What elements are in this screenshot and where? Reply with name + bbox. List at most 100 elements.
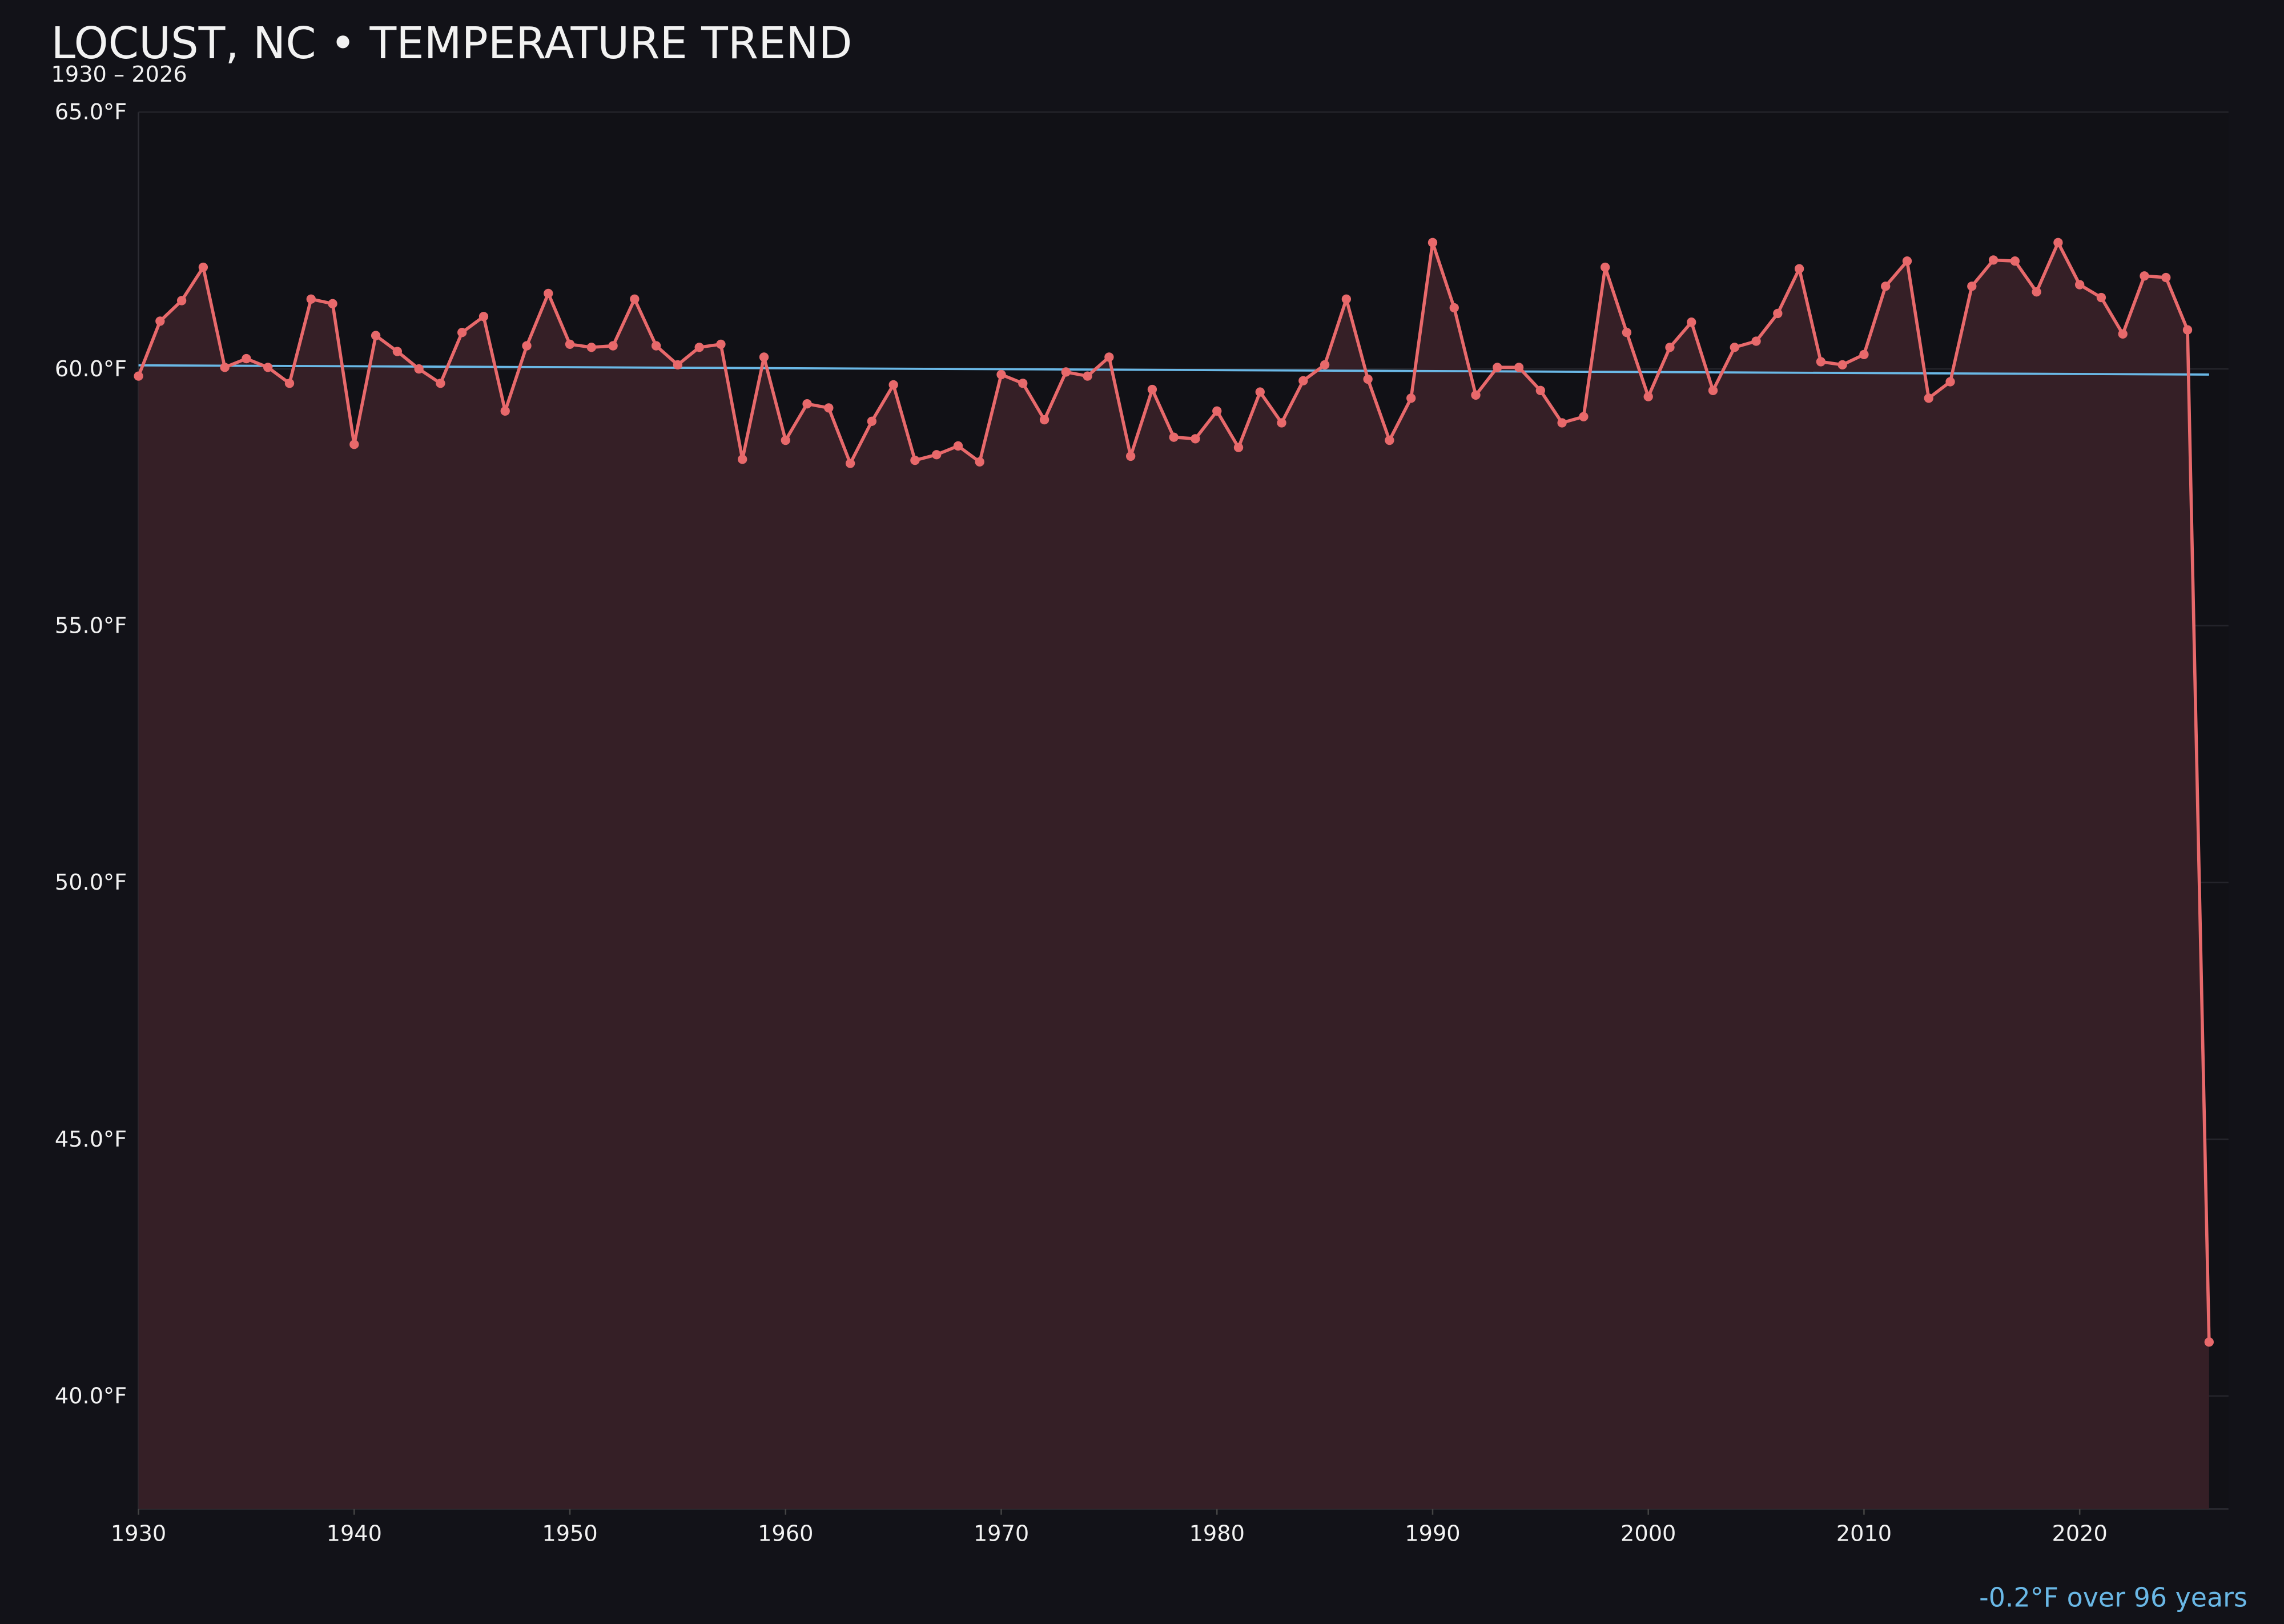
y-tick-label: 65.0°F [55, 99, 127, 125]
point [1363, 374, 1373, 384]
point [1687, 317, 1696, 327]
point [1406, 393, 1416, 403]
point [284, 379, 295, 388]
point [328, 299, 337, 309]
point [1125, 451, 1136, 461]
point [1385, 435, 1394, 445]
x-tick-label: 2010 [1836, 1521, 1892, 1547]
point [1557, 418, 1567, 428]
point [1837, 360, 1847, 370]
x-tick-label: 1980 [1189, 1521, 1245, 1547]
point [176, 296, 187, 305]
point [1600, 262, 1610, 272]
point [1708, 385, 1718, 395]
point [996, 369, 1006, 380]
y-tick-label: 50.0°F [55, 870, 127, 895]
point [2075, 280, 2085, 290]
point [953, 441, 963, 451]
point [1881, 282, 1891, 291]
y-tick-label: 55.0°F [55, 613, 127, 638]
point [1255, 387, 1265, 397]
point [478, 312, 489, 321]
point [1341, 294, 1352, 304]
point [220, 363, 230, 372]
point [2161, 272, 2171, 283]
point [910, 455, 920, 465]
x-tick-label: 2000 [1620, 1521, 1676, 1547]
point [1859, 349, 1869, 360]
point [824, 403, 834, 413]
point [694, 343, 704, 352]
point [2032, 287, 2041, 297]
point [608, 341, 618, 351]
point [1514, 363, 1524, 372]
point [888, 380, 898, 390]
point [1169, 432, 1179, 442]
x-tick-label: 1930 [111, 1521, 166, 1547]
point [1233, 443, 1244, 452]
point [500, 406, 510, 416]
point [457, 328, 467, 337]
point [738, 455, 747, 464]
point [1535, 385, 1546, 395]
point [1212, 406, 1222, 416]
point [1277, 418, 1286, 428]
point [392, 347, 403, 356]
point [1061, 367, 1071, 377]
point [1104, 352, 1114, 362]
point [932, 450, 942, 460]
point [1449, 303, 1459, 313]
point [802, 399, 812, 409]
point [2204, 1337, 2214, 1347]
point [1579, 412, 1589, 421]
point [1924, 393, 1933, 403]
x-tick-label: 1990 [1405, 1521, 1460, 1547]
point [2053, 238, 2063, 247]
point [759, 352, 769, 362]
point [1643, 392, 1653, 401]
point [781, 435, 790, 445]
point [1730, 343, 1739, 352]
point [1751, 336, 1761, 346]
point [1902, 256, 1912, 266]
point [1493, 363, 1502, 372]
point [544, 288, 553, 299]
point [1147, 384, 1157, 395]
point [1471, 390, 1481, 400]
y-tick-label: 45.0°F [55, 1127, 127, 1152]
x-tick-label: 1970 [974, 1521, 1029, 1547]
point [1298, 376, 1308, 385]
area [138, 242, 2209, 1509]
point [371, 331, 381, 340]
point [2010, 256, 2020, 266]
point [2140, 271, 2149, 281]
point [436, 379, 445, 388]
trend-annotation: -0.2°F over 96 years [1979, 1582, 2247, 1613]
point [242, 353, 251, 364]
x-tick-label: 1950 [542, 1521, 597, 1547]
point [414, 364, 424, 374]
point [1794, 264, 1804, 274]
point [586, 343, 596, 352]
chart-title: LOCUST, NC • TEMPERATURE TREND [51, 18, 853, 69]
point [1018, 379, 1028, 388]
x-tick-label: 1960 [758, 1521, 813, 1547]
point [2182, 325, 2193, 335]
point [1427, 238, 1438, 247]
point [198, 262, 208, 272]
point [349, 440, 359, 449]
point [1083, 371, 1092, 381]
point [1039, 415, 1049, 425]
point [867, 416, 877, 426]
point [1320, 360, 1330, 370]
point [1665, 343, 1675, 352]
chart-subtitle: 1930 – 2026 [51, 62, 187, 87]
point [263, 363, 273, 372]
point [1191, 434, 1200, 444]
point [716, 339, 726, 349]
point [306, 294, 316, 304]
point [155, 316, 165, 326]
point [651, 341, 661, 351]
point [565, 339, 575, 349]
